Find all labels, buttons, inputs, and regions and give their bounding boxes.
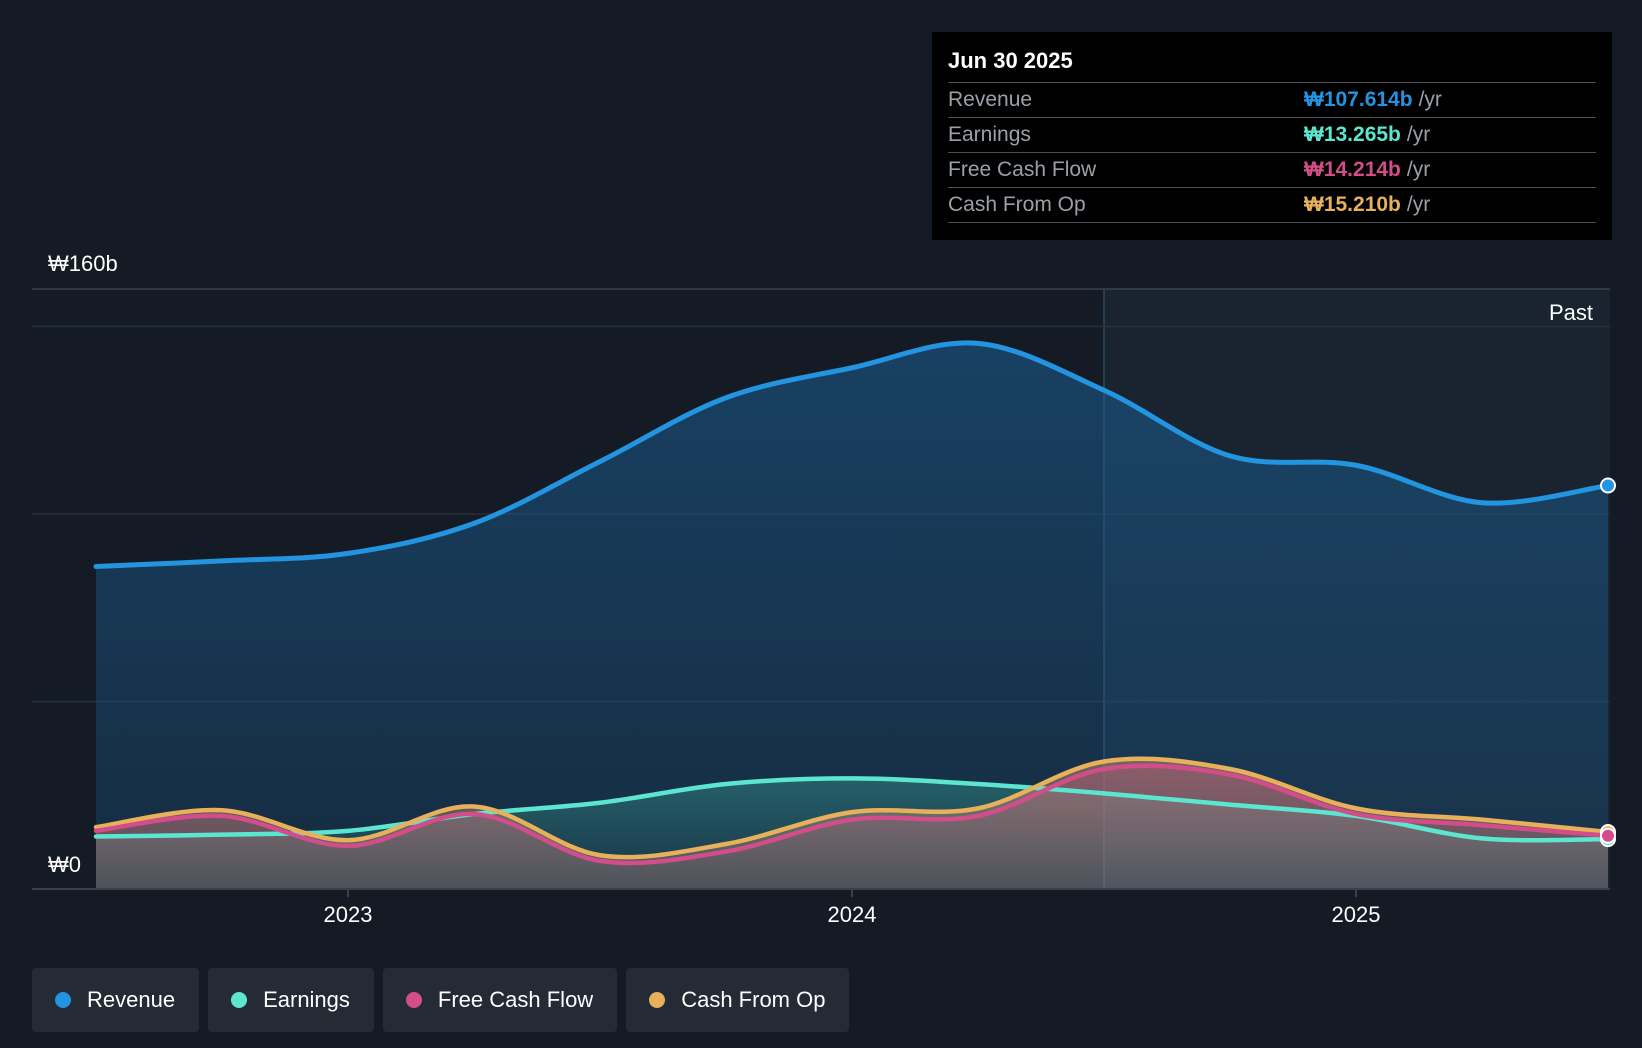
- legend-dot-icon: [649, 992, 666, 1008]
- x-tick-label: 2025: [1332, 902, 1381, 927]
- tooltip-unit: /yr: [1406, 158, 1431, 181]
- x-axis-ticks: 2023 2024 2025: [324, 889, 1381, 927]
- line-revenue: [93, 340, 1611, 569]
- tooltip-label: Cash From Op: [948, 193, 1086, 216]
- tooltip-unit: /yr: [1418, 88, 1442, 111]
- tooltip-value: ₩13.265b: [1304, 123, 1401, 146]
- legend-label: Revenue: [87, 987, 176, 1012]
- x-tick-label: 2023: [324, 902, 373, 927]
- tooltip-unit: /yr: [1406, 123, 1431, 146]
- chart-legend: Revenue Earnings Free Cash Flow Cash Fro…: [32, 968, 850, 1032]
- tooltip-value: ₩15.210b: [1304, 193, 1401, 216]
- line-free-cash-flow: [93, 763, 1611, 866]
- legend-item-earnings[interactable]: Earnings: [208, 968, 374, 1032]
- legend-dot-icon: [231, 992, 248, 1008]
- end-markers: [1600, 477, 1616, 848]
- tooltip-unit: /yr: [1406, 193, 1431, 216]
- legend-label: Cash From Op: [681, 987, 826, 1012]
- end-marker-revenue[interactable]: [1600, 477, 1616, 494]
- area-revenue: [96, 342, 1608, 890]
- legend-label: Earnings: [263, 987, 350, 1012]
- tooltip-value: ₩14.214b: [1304, 158, 1401, 181]
- past-label: Past: [1549, 300, 1593, 325]
- legend-item-cash-from-op[interactable]: Cash From Op: [626, 968, 850, 1032]
- legend-item-free-cash-flow[interactable]: Free Cash Flow: [382, 968, 618, 1032]
- y-axis-top-label: ₩160b: [48, 251, 118, 276]
- tooltip-row-free-cash-flow: Free Cash Flow ₩14.214b /yr: [948, 153, 1596, 188]
- series-lines: [93, 340, 1611, 866]
- tooltip-row-revenue: Revenue ₩107.614b /yr: [948, 83, 1596, 118]
- legend-item-revenue[interactable]: Revenue: [32, 968, 200, 1032]
- y-axis-bottom-label: ₩0: [48, 852, 81, 877]
- tooltip-date: Jun 30 2025: [948, 46, 1596, 83]
- end-marker-free-cash-flow[interactable]: [1600, 827, 1616, 844]
- legend-label: Free Cash Flow: [437, 987, 594, 1012]
- area-free-cash-flow: [96, 765, 1608, 889]
- tooltip-row-earnings: Earnings ₩13.265b /yr: [948, 118, 1596, 153]
- tooltip-row-cash-from-op: Cash From Op ₩15.210b /yr: [948, 188, 1596, 223]
- line-cash-from-op: [93, 756, 1611, 860]
- tooltip-label: Free Cash Flow: [948, 158, 1097, 181]
- tooltip-value: ₩107.614b: [1304, 88, 1413, 111]
- tooltip-label: Revenue: [948, 88, 1033, 111]
- series-areas: [96, 342, 1608, 890]
- legend-dot-icon: [405, 992, 422, 1008]
- data-tooltip: Jun 30 2025 Revenue ₩107.614b /yr Earnin…: [932, 32, 1612, 240]
- x-tick-label: 2024: [828, 902, 877, 927]
- tooltip-label: Earnings: [948, 123, 1031, 146]
- legend-dot-icon: [55, 992, 71, 1008]
